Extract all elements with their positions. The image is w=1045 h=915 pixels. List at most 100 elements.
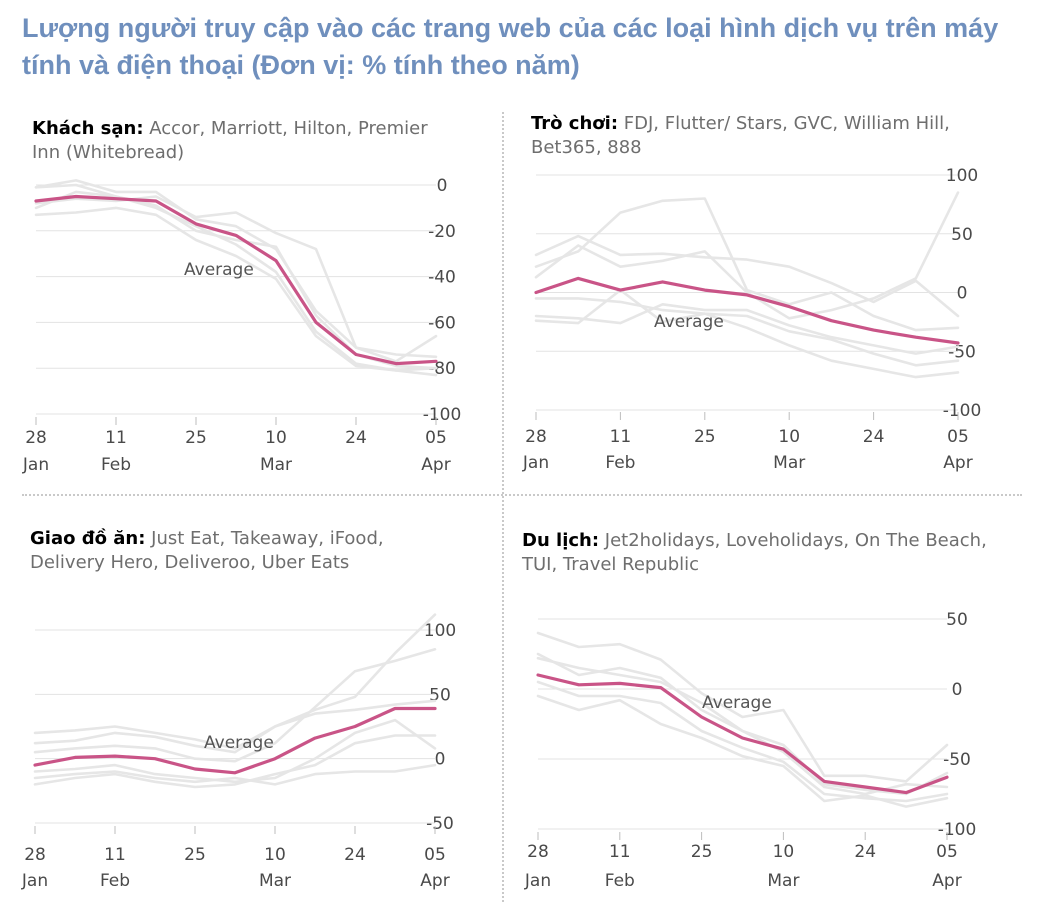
gaming-company-line (534, 297, 960, 367)
panel-gaming: Trò chơi: FDJ, Flutter/ Stars, GVC, Will… (517, 112, 1037, 487)
travel-company-line (536, 656, 949, 796)
food-delivery-x-tick-month: Jan (21, 871, 48, 891)
gaming-company-line (534, 303, 960, 355)
travel-y-tick-label: -100 (938, 820, 977, 840)
travel-average-label: Average (702, 693, 772, 713)
food-delivery-company-line (33, 613, 437, 754)
gaming-company-line (534, 234, 960, 318)
food-delivery-x-tick-day: 24 (344, 845, 366, 865)
travel-company-line (536, 631, 949, 783)
food-delivery-x-tick-month: Mar (259, 871, 291, 891)
food-delivery-company-line (33, 718, 437, 784)
hotels-average-line (34, 194, 438, 366)
hotels-x-tick-month: Jan (22, 455, 49, 475)
hotels-company-line (34, 179, 438, 363)
travel-x-tick-day: 28 (527, 842, 549, 862)
panel-food-delivery-heading: Giao đồ ăn: Just Eat, Takeaway, iFood, D… (30, 527, 430, 575)
food-delivery-average-label: Average (204, 733, 274, 753)
hotels-x-tick-month: Apr (421, 455, 450, 475)
hotels-average-label: Average (184, 260, 254, 280)
food-delivery-x-tick-month: Feb (100, 871, 130, 891)
gaming-y-tick-label: 0 (957, 284, 968, 304)
gaming-x-tick-month: Apr (943, 453, 972, 473)
panel-gaming-category: Trò chơi: (531, 113, 619, 134)
gaming-x-tick-month: Jan (522, 453, 549, 473)
panel-food-delivery-companies: Just Eat, Takeaway, iFood, Delivery Hero… (30, 528, 384, 573)
hotels-x-tick-day: 24 (345, 428, 367, 448)
food-delivery-company-line (33, 648, 437, 763)
travel-x-tick-day: 24 (854, 842, 876, 862)
hotels-x-tick-day: 05 (425, 428, 447, 448)
hotels-x-tick-month: Feb (101, 455, 131, 475)
food-delivery-x-tick-month: Apr (420, 871, 449, 891)
food-delivery-average-line (33, 706, 437, 775)
hotels-y-tick-label: 0 (437, 176, 448, 196)
panel-travel-companies: Jet2holidays, Loveholidays, On The Beach… (522, 530, 987, 575)
hotels-x-tick-day: 25 (185, 428, 207, 448)
gaming-company-line (534, 288, 960, 379)
gaming-y-tick-label: 50 (951, 225, 973, 245)
panel-hotels: Khách sạn: Accor, Marriott, Hilton, Prem… (22, 117, 502, 487)
panel-travel: Du lịch: Jet2holidays, Loveholidays, On … (517, 529, 1037, 907)
travel-x-tick-month: Jan (524, 871, 551, 891)
gaming-average-line (534, 276, 960, 345)
travel-y-tick-label: -50 (943, 750, 971, 770)
panel-gaming-chart: 100 50 0 -50 -100 28 Jan 11 Feb 25 10 Mar 24 05 Apr Ave… (522, 166, 982, 473)
hotels-y-tick-label: -100 (423, 405, 462, 425)
gaming-x-tick-day: 28 (525, 427, 547, 447)
food-delivery-y-tick-label: 0 (435, 750, 446, 770)
food-delivery-x-tick-day: 25 (184, 845, 206, 865)
gaming-x-tick-day: 11 (610, 427, 632, 447)
food-delivery-x-tick-day: 11 (104, 845, 126, 865)
gaming-y-tick-label: 100 (946, 166, 978, 186)
panel-travel-heading: Du lịch: Jet2holidays, Loveholidays, On … (522, 529, 1022, 577)
travel-x-tick-day: 25 (691, 842, 713, 862)
hotels-company-line (34, 190, 438, 372)
panel-gaming-companies: FDJ, Flutter/ Stars, GVC, William Hill, … (531, 113, 950, 158)
travel-x-tick-month: Feb (605, 871, 635, 891)
gaming-x-tick-month: Mar (773, 453, 805, 473)
gaming-x-tick-day: 05 (947, 427, 969, 447)
travel-x-tick-month: Apr (932, 871, 961, 891)
travel-x-tick-day: 10 (773, 842, 795, 862)
food-delivery-x-tick-day: 28 (24, 845, 46, 865)
panel-hotels-category: Khách sạn: (32, 118, 144, 139)
food-delivery-y-tick-label: -50 (426, 814, 454, 834)
travel-y-tick-label: 50 (946, 610, 968, 630)
gaming-y-tick-label: -50 (948, 342, 976, 362)
horizontal-divider (22, 494, 1022, 496)
main-title: Lượng người truy cập vào các trang web c… (22, 13, 999, 80)
hotels-company-line (34, 195, 438, 359)
food-delivery-x-tick-day: 10 (264, 845, 286, 865)
food-delivery-y-tick-label: 100 (424, 621, 456, 641)
panel-food-delivery: Giao đồ ăn: Just Eat, Takeaway, iFood, D… (21, 527, 502, 907)
gaming-x-tick-month: Feb (605, 453, 635, 473)
panel-travel-category: Du lịch: (522, 530, 600, 551)
gaming-average-label: Average (654, 312, 724, 332)
panel-gaming-heading: Trò chơi: FDJ, Flutter/ Stars, GVC, Will… (531, 112, 951, 160)
travel-average-line (536, 673, 949, 795)
gaming-x-tick-day: 10 (778, 427, 800, 447)
hotels-x-tick-day: 10 (265, 428, 287, 448)
travel-x-tick-day: 11 (609, 842, 631, 862)
travel-x-tick-month: Mar (767, 871, 799, 891)
food-delivery-company-line (33, 734, 437, 789)
gaming-company-line (534, 191, 960, 320)
gaming-x-tick-day: 25 (694, 427, 716, 447)
vertical-divider (502, 112, 504, 902)
hotels-y-tick-label: -40 (428, 268, 456, 288)
hotels-x-tick-month: Mar (260, 455, 292, 475)
panel-hotels-heading: Khách sạn: Accor, Marriott, Hilton, Prem… (32, 117, 452, 165)
gaming-company-line (534, 197, 960, 332)
hotels-y-tick-label: -20 (428, 222, 456, 242)
travel-x-tick-day: 05 (936, 842, 958, 862)
gaming-y-tick-label: -100 (943, 401, 982, 421)
travel-company-line (536, 694, 949, 808)
food-delivery-company-line (33, 763, 437, 786)
hotels-x-tick-day: 28 (25, 428, 47, 448)
hotels-x-tick-day: 11 (105, 428, 127, 448)
hotels-y-tick-label: -60 (428, 313, 456, 333)
travel-company-line (536, 652, 949, 796)
